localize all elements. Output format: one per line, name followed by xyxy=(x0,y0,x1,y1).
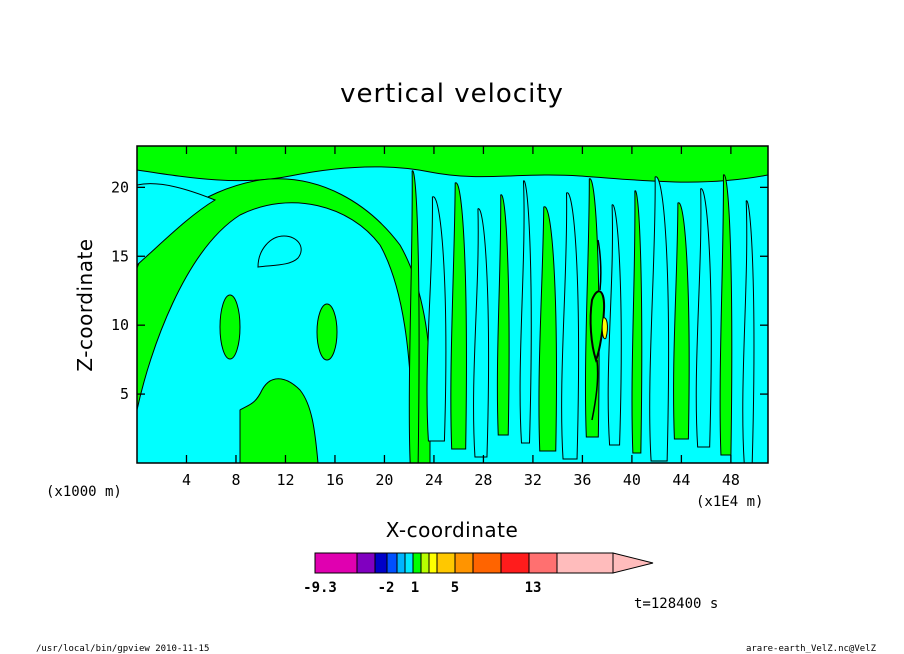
stripe-contour xyxy=(426,196,447,442)
colorbar xyxy=(314,552,654,574)
colorbar-swatch xyxy=(454,552,474,574)
colorbar-swatch xyxy=(374,552,388,574)
left-cyan-tongue xyxy=(137,183,217,266)
y-tick-label: 20 xyxy=(111,178,129,196)
upper-pocket xyxy=(257,235,302,268)
x-scale-label: (x1E4 m) xyxy=(696,494,763,510)
x-tick-label: 44 xyxy=(672,471,690,489)
stripe-contour xyxy=(450,182,467,450)
x-tick-label: 12 xyxy=(276,471,294,489)
colorbar-swatch xyxy=(420,552,430,574)
x-tick-label: 32 xyxy=(524,471,542,489)
green-top-band xyxy=(137,146,768,183)
colorbar-label: 5 xyxy=(451,580,459,596)
x-tick-label: 4 xyxy=(182,471,191,489)
colorbar-swatch xyxy=(500,552,530,574)
stripe-contour xyxy=(561,192,580,460)
left-lens xyxy=(219,294,241,360)
stripe-contour xyxy=(607,204,622,446)
strong-core xyxy=(589,239,608,421)
colorbar-arrow xyxy=(612,552,654,574)
x-tick-label: 40 xyxy=(623,471,641,489)
stripe-contour xyxy=(695,188,712,448)
x-tick-label: 28 xyxy=(474,471,492,489)
x-axis-ticks: 4 8 12 16 20 24 28 32 36 40 44 48 xyxy=(182,146,740,489)
colorbar-swatch xyxy=(472,552,502,574)
x-tick-label: 8 xyxy=(231,471,240,489)
footer-left: /usr/local/bin/gpview 2010-11-15 xyxy=(36,644,209,654)
colorbar-swatch xyxy=(528,552,558,574)
stripe-contour xyxy=(473,208,490,458)
colorbar-swatch xyxy=(356,552,376,574)
x-tick-label: 48 xyxy=(722,471,740,489)
colorbar-swatch xyxy=(412,552,422,574)
x-axis-title: X-coordinate xyxy=(386,518,519,542)
colorbar-label: 13 xyxy=(525,580,542,596)
x-tick-label: 16 xyxy=(326,471,344,489)
x-tick-label: 36 xyxy=(573,471,591,489)
stripe-contour xyxy=(673,202,690,440)
stripe-contour xyxy=(496,194,510,436)
lower-pocket xyxy=(239,378,319,463)
colorbar-swatch xyxy=(404,552,414,574)
colorbar-label: -9.3 xyxy=(303,580,337,596)
y-axis-ticks: 5 10 15 20 xyxy=(111,178,768,403)
colorbar-swatch xyxy=(314,552,358,574)
y-tick-label: 10 xyxy=(111,316,129,334)
stripe-contour xyxy=(408,170,420,463)
colorbar-swatch xyxy=(556,552,614,574)
y-tick-label: 5 xyxy=(120,385,129,403)
colorbar-swatch xyxy=(386,552,398,574)
colorbar-labels: -9.3 -2 1 5 13 xyxy=(303,580,541,596)
y-axis-title: Z-coordinate xyxy=(73,238,97,371)
vertical-stripes xyxy=(408,170,755,463)
stripe-contour xyxy=(719,174,733,456)
y-tick-label: 15 xyxy=(111,247,129,265)
center-lens xyxy=(316,303,338,361)
colorbar-swatch xyxy=(436,552,456,574)
footer-right: arare-earth_VelZ.nc@VelZ xyxy=(746,644,877,654)
colorbar-swatch xyxy=(428,552,438,574)
stripe-contour xyxy=(519,180,532,444)
colorbar-label: 1 xyxy=(411,580,419,596)
time-label: t=128400 s xyxy=(634,596,718,612)
plot-frame xyxy=(136,145,769,464)
colorbar-swatch xyxy=(396,552,406,574)
x-tick-label: 24 xyxy=(425,471,443,489)
inner-dome xyxy=(137,202,413,463)
stripe-contour xyxy=(631,190,643,454)
chart-title: vertical velocity xyxy=(340,79,564,109)
colorbar-label: -2 xyxy=(378,580,395,596)
stripe-contour xyxy=(742,200,755,463)
x-tick-label: 20 xyxy=(375,471,393,489)
x-unit-label: (x1000 m) xyxy=(46,484,122,500)
stripe-contour xyxy=(649,176,670,462)
stripe-contour xyxy=(538,206,557,452)
